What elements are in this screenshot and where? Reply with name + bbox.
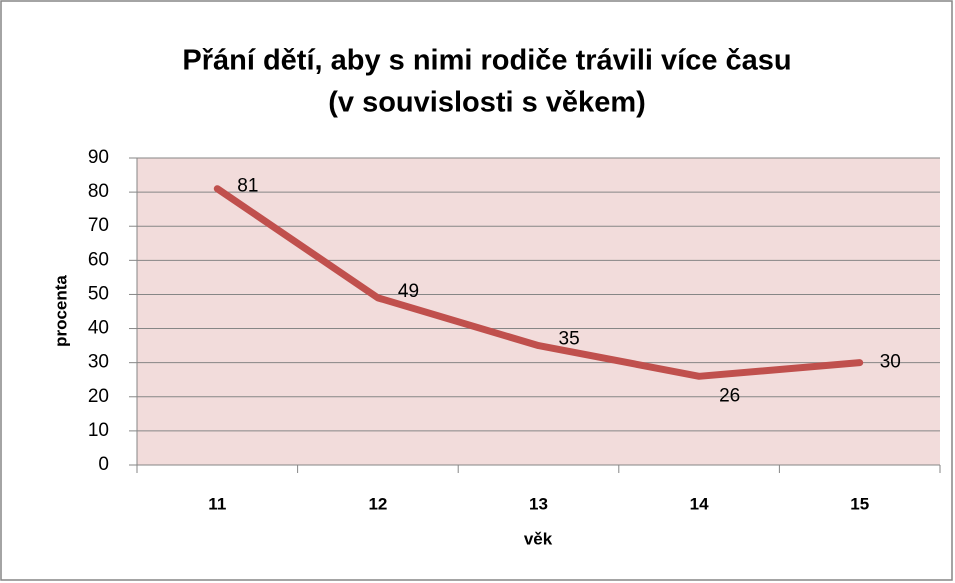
y-tick-label: 40 (88, 318, 109, 339)
data-label: 81 (237, 176, 258, 197)
y-tick-label: 10 (88, 420, 109, 441)
y-tick-label: 60 (88, 249, 109, 270)
data-label: 35 (559, 329, 580, 350)
y-tick-label: 30 (88, 352, 109, 373)
x-tick-label: 14 (690, 494, 709, 513)
chart-title: Přání dětí, aby s nimi rodiče trávili ví… (182, 45, 791, 77)
x-tick-label: 13 (529, 494, 548, 513)
x-axis-label: věk (524, 529, 553, 548)
data-label: 49 (398, 281, 419, 302)
y-tick-label: 80 (88, 181, 109, 202)
y-tick-label: 90 (88, 147, 109, 168)
data-label: 30 (880, 352, 901, 373)
y-tick-label: 20 (88, 386, 109, 407)
data-label: 26 (719, 385, 740, 406)
y-tick-label: 70 (88, 215, 109, 236)
x-tick-label: 12 (368, 494, 387, 513)
y-axis-label: procenta (51, 275, 70, 347)
x-tick-label: 15 (850, 494, 869, 513)
y-tick-label: 50 (88, 283, 109, 304)
x-tick-label: 11 (208, 494, 226, 513)
y-tick-label: 0 (98, 454, 109, 475)
line-series (213, 185, 864, 380)
plot-area (137, 158, 940, 465)
chart-title: (v souvislosti s věkem) (328, 87, 646, 119)
